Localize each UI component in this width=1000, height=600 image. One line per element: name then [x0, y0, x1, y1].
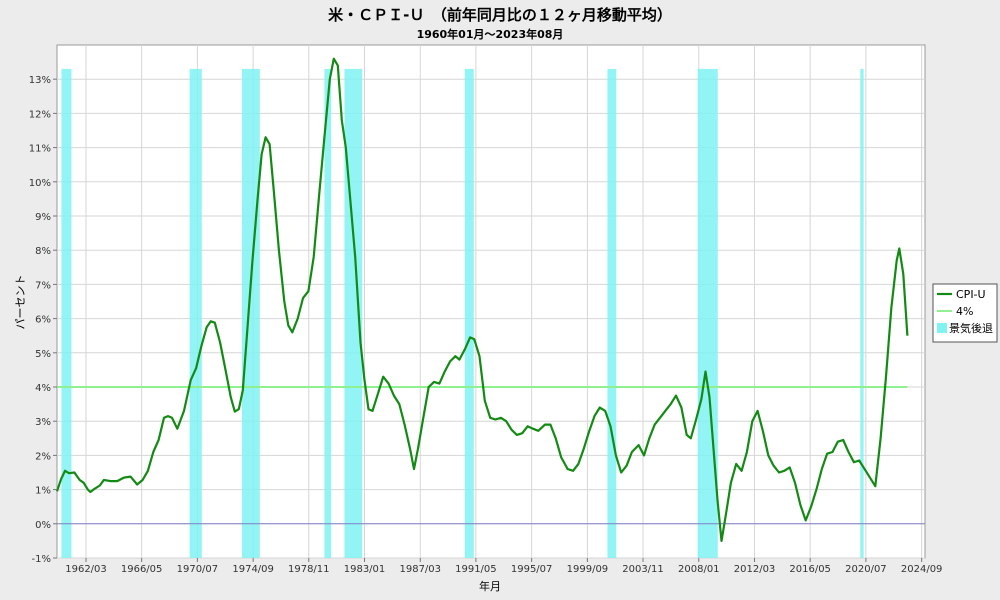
y-tick-label: -1% — [32, 554, 51, 565]
y-axis-ticks: -1% 0% 1% 2% 3% 4% 5% 6% 7% 8% 9% 10% 11% 12% 13% — [29, 75, 57, 565]
x-tick-label: 2024/09 — [901, 564, 943, 575]
y-tick-label: 10% — [29, 178, 51, 189]
recession-band — [697, 68, 718, 558]
y-tick-label: 1% — [35, 486, 51, 497]
chart-title: 米・ＣＰＩ-Ｕ （前年同月比の１２ヶ月移動平均） — [328, 6, 672, 24]
y-tick-label: 2% — [35, 451, 51, 462]
x-tick-label: 1995/07 — [511, 564, 553, 575]
y-tick-label: 9% — [35, 212, 51, 223]
recession-band — [61, 68, 72, 558]
x-tick-label: 2016/05 — [789, 564, 831, 575]
x-tick-label: 1983/01 — [344, 564, 386, 575]
x-tick-label: 2008/01 — [678, 564, 720, 575]
recession-band — [324, 68, 332, 558]
x-tick-label: 1991/05 — [455, 564, 497, 575]
legend-item-recession-label: 景気後退 — [949, 321, 993, 335]
x-tick-label: 1974/09 — [232, 564, 274, 575]
recession-bands — [61, 68, 864, 558]
y-tick-label: 4% — [35, 383, 51, 394]
y-tick-label: 6% — [35, 315, 51, 326]
series-lines — [55, 57, 925, 543]
recession-band — [860, 68, 864, 558]
x-tick-label: 1978/11 — [288, 564, 330, 575]
y-tick-label: 0% — [35, 520, 51, 531]
y-tick-label: 11% — [29, 144, 51, 155]
x-tick-label: 1987/03 — [399, 564, 441, 575]
x-axis-label: 年月 — [479, 579, 501, 593]
x-axis-ticks: 1962/03 1966/05 1970/07 1974/09 1978/11 1983/… — [65, 558, 942, 575]
x-tick-label: 1966/05 — [121, 564, 163, 575]
y-tick-label: 8% — [35, 246, 51, 257]
y-tick-label: 12% — [29, 109, 51, 120]
y-tick-label: 3% — [35, 417, 51, 428]
legend-item-cpi-u-label: CPI-U — [956, 288, 986, 301]
recession-band — [607, 68, 617, 558]
legend-item-recession-swatch — [937, 323, 947, 333]
x-tick-label: 2003/11 — [622, 564, 664, 575]
y-tick-label: 5% — [35, 349, 51, 360]
y-axis-label: パーセント — [14, 275, 27, 330]
x-tick-label: 2012/03 — [734, 564, 776, 575]
x-tick-label: 1999/09 — [567, 564, 609, 575]
chart-subtitle: 1960年01月～2023年08月 — [417, 27, 564, 41]
x-tick-label: 2020/07 — [845, 564, 887, 575]
y-tick-label: 13% — [29, 75, 51, 86]
x-tick-label: 1962/03 — [65, 564, 107, 575]
x-tick-label: 1970/07 — [177, 564, 219, 575]
legend-item-4pct-label: 4% — [956, 305, 973, 318]
y-tick-label: 7% — [35, 280, 51, 291]
recession-band — [464, 68, 474, 558]
recession-band — [241, 68, 260, 558]
series-line-cpi-u — [55, 57, 909, 543]
legend: CPI-U 4% 景気後退 — [932, 283, 998, 343]
recession-band — [189, 68, 202, 558]
